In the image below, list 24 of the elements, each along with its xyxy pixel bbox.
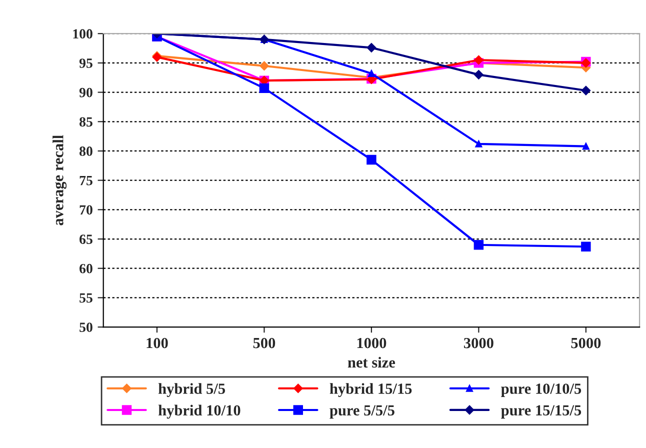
legend-label: pure 5/5/5 xyxy=(330,405,394,419)
x-tick-label: 3000 xyxy=(464,338,494,348)
x-tick-label: 500 xyxy=(253,338,276,348)
y-tick-label: 60 xyxy=(80,264,92,274)
y-tick-label: 50 xyxy=(80,322,92,332)
x-tick-label: 1000 xyxy=(357,338,386,348)
y-tick-label: 65 xyxy=(80,234,92,244)
x-axis-title: net size xyxy=(348,356,396,368)
y-axis-title: average recall xyxy=(52,135,67,226)
y-tick-label: 85 xyxy=(80,117,92,127)
y-tick-label: 90 xyxy=(79,88,92,98)
y-tick-label: 75 xyxy=(80,176,92,186)
legend-label: hybrid 15/15 xyxy=(330,383,412,398)
y-tick-label: 70 xyxy=(80,205,92,215)
y-tick-label: 80 xyxy=(80,146,92,156)
x-tick-label: 100 xyxy=(146,338,168,348)
y-tick-label: 55 xyxy=(80,293,92,303)
legend-label: hybrid 5/5 xyxy=(158,383,226,398)
x-tick-label: 5000 xyxy=(571,338,601,348)
legend-label: hybrid 10/10 xyxy=(158,404,240,419)
y-tick-label: 95 xyxy=(79,58,92,68)
y-tick-label: 100 xyxy=(73,29,92,39)
legend-label: pure 10/10/5 xyxy=(501,384,582,397)
legend-label: pure 15/15/5 xyxy=(501,405,582,419)
